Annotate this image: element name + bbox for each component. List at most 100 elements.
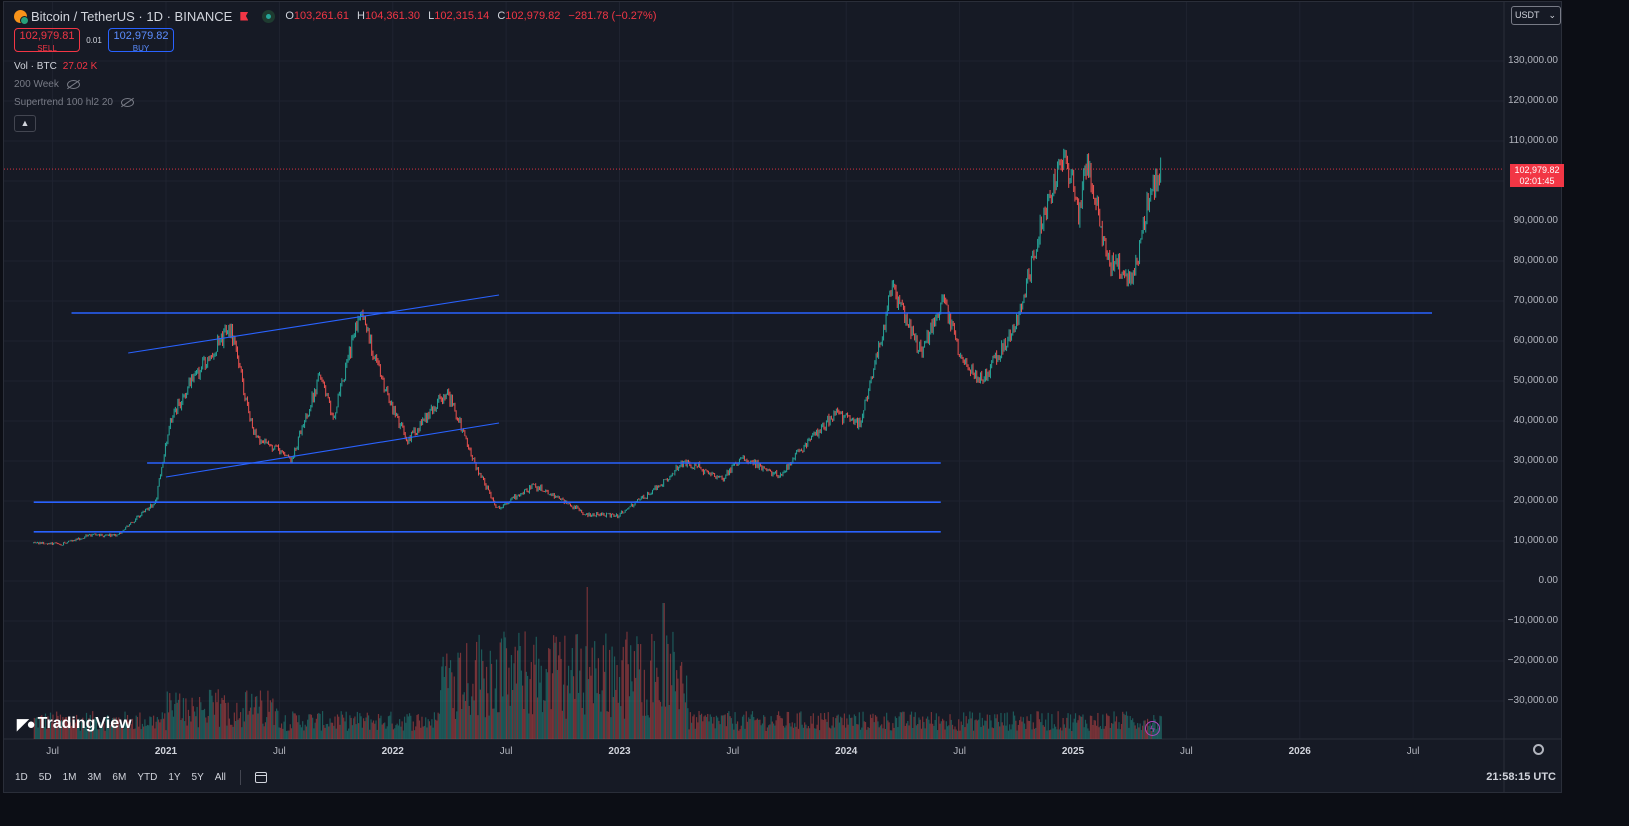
price-chart[interactable] [4,2,1561,792]
timeframe-button-all[interactable]: All [214,771,226,783]
timeframe-button-6m[interactable]: 6M [112,771,127,783]
timeframe-button-3m[interactable]: 3M [87,771,102,783]
tradingview-logo-icon: ◤● [17,716,36,733]
volume-bar [384,722,386,739]
volume-bar [83,721,85,739]
volume-bar [134,728,136,739]
volume-bar [553,635,555,739]
volume-bar [1035,727,1037,739]
volume-bar [864,722,867,739]
volume-bar [964,727,966,739]
volume-bar [602,645,604,739]
volume-bar [1107,715,1109,739]
volume-bar [217,689,219,739]
volume-bar [133,729,135,739]
timeframe-button-1y[interactable]: 1Y [168,771,181,783]
timeframe-button-1d[interactable]: 1D [15,771,28,783]
volume-bar [643,669,645,739]
lightning-icon[interactable]: ϟ [1145,721,1160,736]
volume-bar [823,712,826,739]
volume-bar [92,711,94,739]
volume-bar [607,711,609,739]
symbol-title[interactable]: Bitcoin / TetherUS · 1D · BINANCE [31,8,233,24]
volume-bar [494,688,496,739]
supertrend-indicator-legend[interactable]: Supertrend 100 hl2 20 [14,97,134,108]
volume-bar [464,701,467,739]
volume-bar [73,725,75,739]
tradingview-logo[interactable]: ◤● TradingView [17,715,132,733]
collapse-legend-button[interactable]: ▲ [14,115,36,132]
volume-bar [654,681,657,739]
volume-bar [422,726,424,739]
chevron-down-icon: ⌄ [1548,10,1556,20]
buy-button[interactable]: 102,979.82 BUY [108,28,174,53]
volume-bar [390,711,392,739]
volume-bar [344,721,346,739]
hidden-eye-icon[interactable] [66,80,80,89]
volume-bar [805,724,807,739]
volume-bar [297,722,299,739]
volume-bar [396,723,398,739]
volume-bar [772,723,775,739]
volume-bar [625,639,627,739]
volume-indicator-legend[interactable]: Vol · BTC 27.02 K [14,61,98,72]
timeframe-button-5y[interactable]: 5Y [191,771,204,783]
volume-bar [47,716,49,739]
volume-bar [1067,713,1069,739]
volume-bar [375,720,377,739]
volume-bar [334,716,336,739]
timeframe-button-1m[interactable]: 1M [62,771,77,783]
volume-bar [315,718,317,739]
currency-select[interactable]: USDT ⌄ [1511,6,1561,25]
volume-bar [971,712,973,739]
settings-gear-icon[interactable] [1533,744,1544,755]
timeframe-button-ytd[interactable]: YTD [137,771,158,783]
volume-bar [159,722,161,739]
volume-bar [403,716,406,739]
volume-bar [459,652,462,739]
volume-bar [443,676,445,739]
volume-bar [288,730,290,739]
sell-button[interactable]: 102,979.81 SELL [14,28,80,53]
timeframe-toolbar: 1D 5D 1M 3M 6M YTD 1Y 5Y All 21:58:15 UTC [3,763,1562,791]
utc-clock[interactable]: 21:58:15 UTC [1486,771,1556,783]
time-axis-label: Jul [953,746,967,757]
volume-bar [190,721,192,739]
volume-bar [699,715,701,739]
hidden-eye-icon[interactable] [120,98,134,107]
volume-bar [667,643,669,739]
volume-bar [941,718,944,739]
volume-bar [227,702,229,739]
volume-bar [1088,730,1090,739]
volume-bar [431,719,433,739]
volume-bar [1062,718,1064,739]
volume-bar [761,723,764,739]
volume-bar [955,729,957,739]
volume-bar [785,725,787,739]
volume-bar [959,730,961,739]
volume-bar [195,716,197,739]
price-axis-label: −30,000.00 [1507,695,1558,706]
volume-bar [401,721,403,739]
volume-bar [467,683,469,739]
volume-bar [673,651,675,739]
volume-bar [109,724,111,739]
volume-bar [1000,712,1002,739]
volume-bar [763,715,765,739]
flag-icon[interactable] [240,11,249,21]
volume-bar [1140,729,1142,739]
volume-bar [663,603,665,739]
volume-bar [295,715,298,739]
volume-bar [1031,729,1033,739]
volume-bar [565,718,567,739]
chart-panel[interactable]: Bitcoin / TetherUS · 1D · BINANCE O103,2… [3,1,1564,793]
volume-bar [239,712,242,739]
timeframe-button-5d[interactable]: 5D [38,771,52,783]
volume-bar [38,716,40,739]
ma-indicator-legend[interactable]: 200 Week [14,79,80,90]
volume-bar [1037,711,1039,739]
calendar-icon[interactable] [254,771,267,783]
volume-bar [513,663,515,739]
volume-bar [68,722,70,739]
volume-bar [613,656,616,739]
